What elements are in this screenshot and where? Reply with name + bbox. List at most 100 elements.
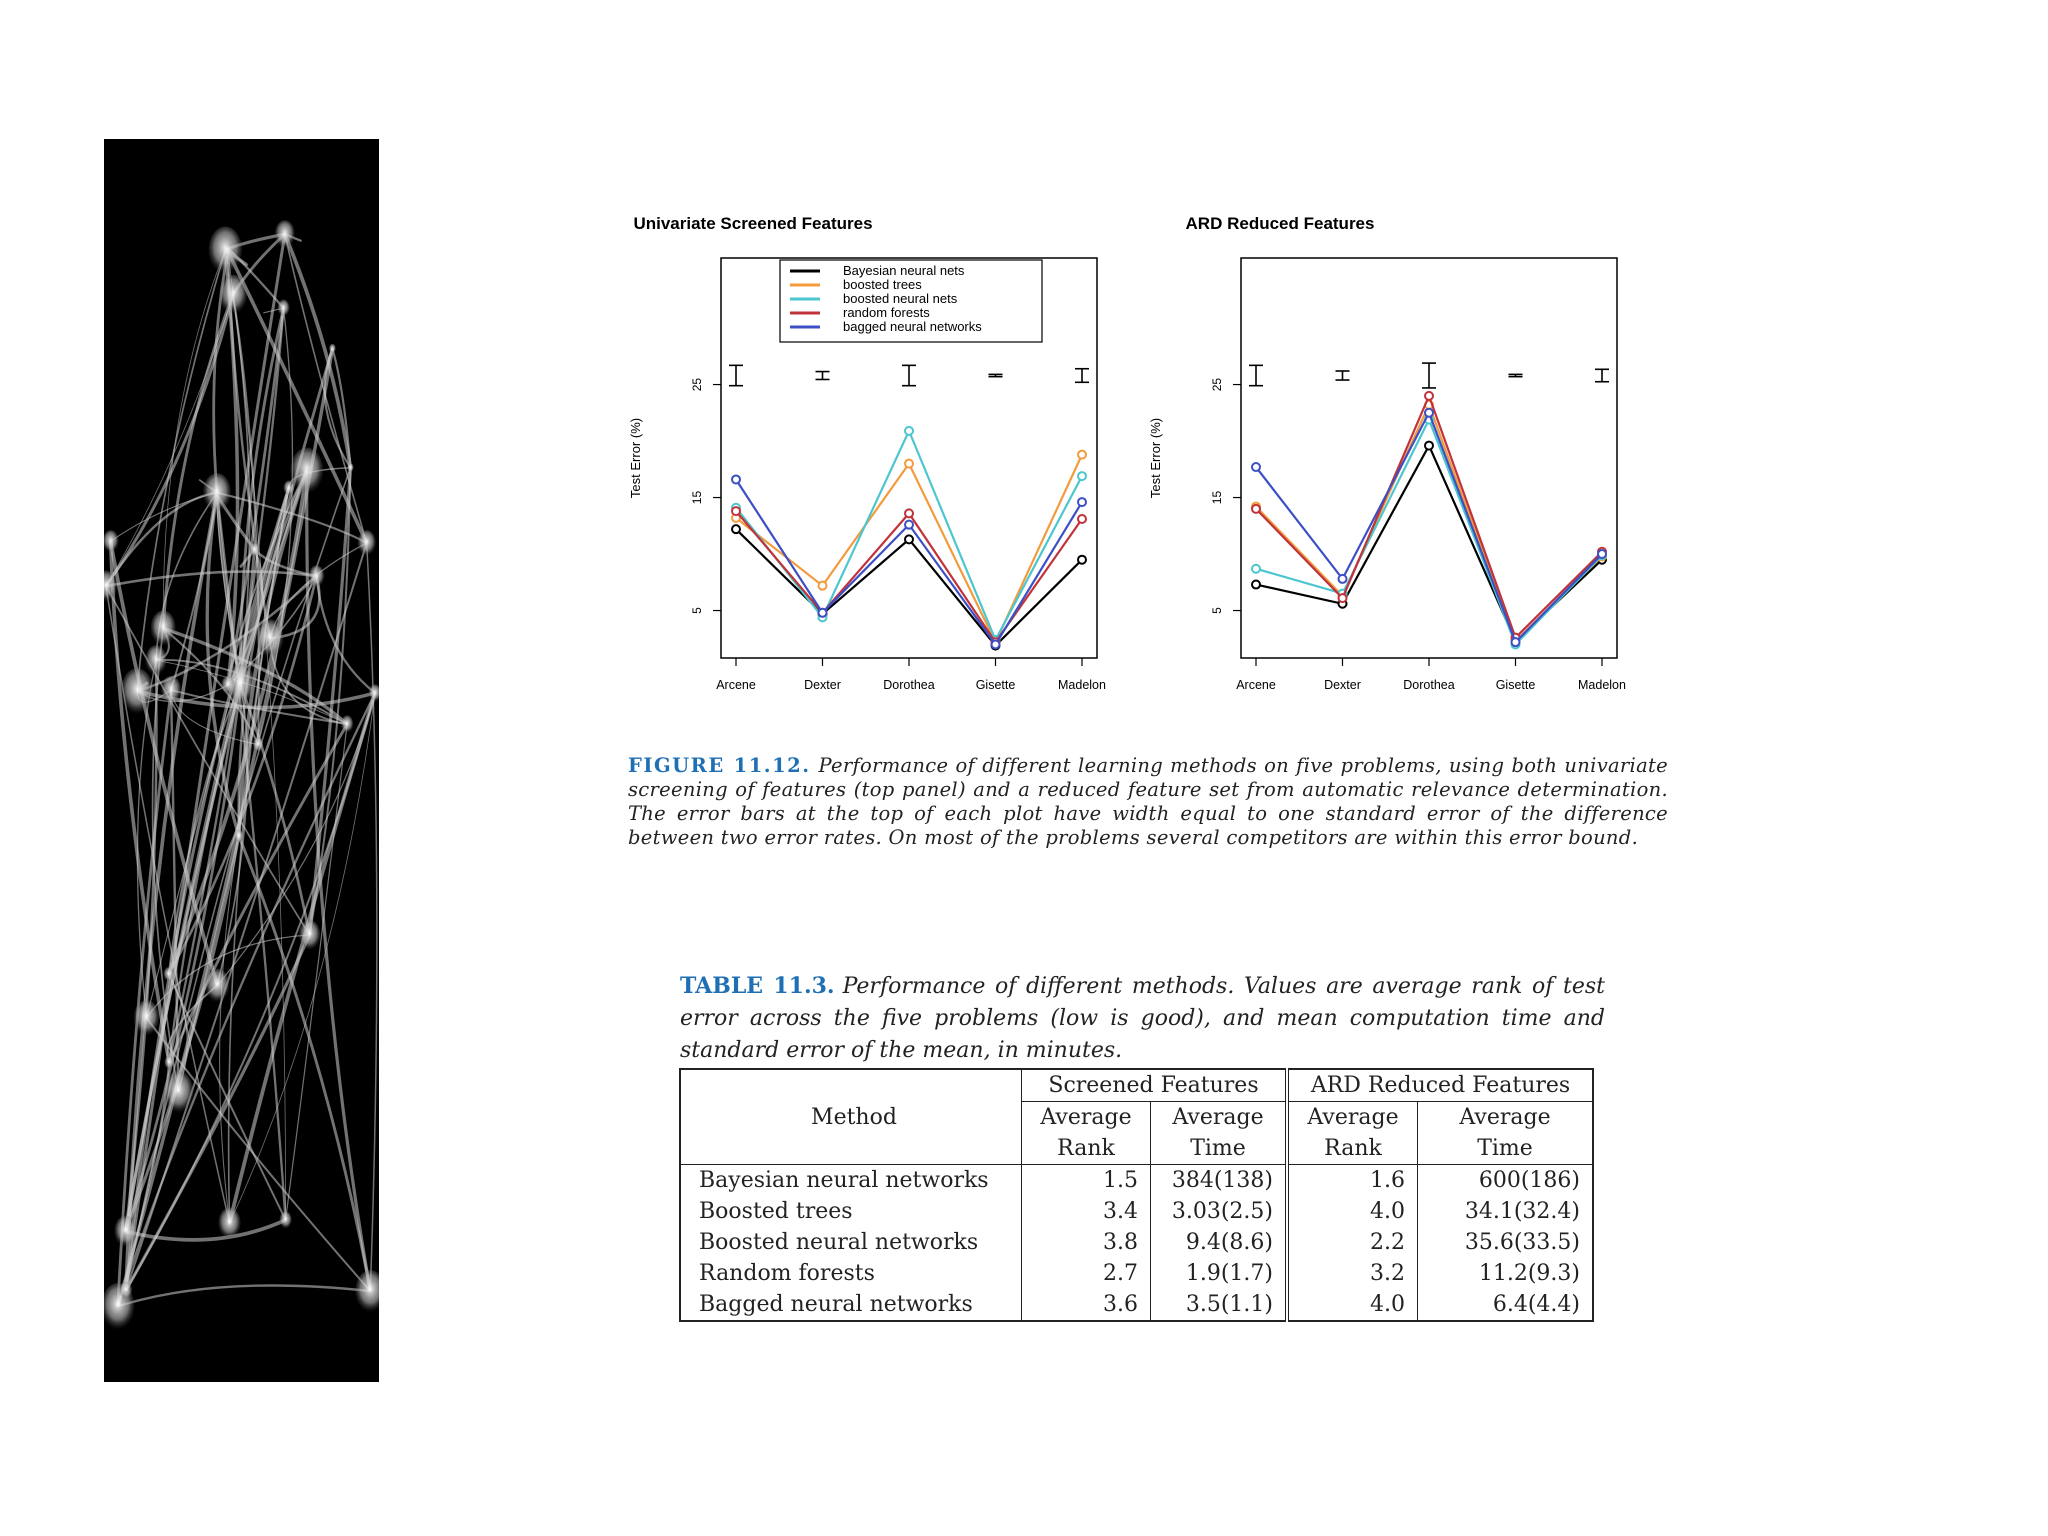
x-tick-label: Gisette: [976, 678, 1016, 692]
table-caption-text: Performance of different methods. Values…: [680, 974, 1605, 1063]
value-cell: 2.2: [1285, 1227, 1418, 1258]
data-point: [1251, 503, 1261, 514]
table-label: TABLE 11.3.: [680, 973, 835, 999]
subheader: Average: [1021, 1101, 1151, 1133]
table-row: Boosted trees 3.4 3.03(2.5) 4.0 34.1(32.…: [680, 1196, 1593, 1227]
method-cell: Boosted neural networks: [699, 1230, 979, 1255]
value-cell: 4.0: [1285, 1196, 1418, 1227]
method-cell: Bagged neural networks: [699, 1292, 973, 1317]
subheader: Average: [1417, 1101, 1593, 1133]
data-point: [731, 524, 741, 535]
data-point: [1077, 449, 1087, 460]
series-line: [735, 478, 1083, 647]
method-cell: Boosted trees: [699, 1199, 853, 1224]
method-cell: Random forests: [699, 1261, 875, 1286]
data-point: [1077, 554, 1087, 565]
x-tick-label: Arcene: [1236, 678, 1276, 692]
value-cell: 600(186): [1417, 1164, 1593, 1196]
legend-entry: boosted neural nets: [843, 291, 958, 306]
value-cell: 3.4: [1021, 1196, 1151, 1227]
data-point: [990, 639, 1001, 650]
series-line: [1255, 392, 1603, 640]
value-cell: 6.4(4.4): [1417, 1289, 1593, 1321]
y-tick-label: 25: [1210, 378, 1224, 392]
value-cell: 384(138): [1150, 1164, 1287, 1196]
value-cell: 3.03(2.5): [1150, 1196, 1287, 1227]
figure-caption: FIGURE 11.12. Performance of different le…: [628, 754, 1668, 850]
data-point: [904, 508, 914, 519]
chart-ard-features: 5 15 25 Test Error (%) Arcene Dexter Dorothea G…: [1148, 257, 1626, 692]
y-tick-label: 5: [1210, 607, 1224, 614]
table-row: Random forests 2.7 1.9(1.7) 3.2 11.2(9.3…: [680, 1258, 1593, 1289]
value-cell: 3.5(1.1): [1150, 1289, 1287, 1321]
data-point: [904, 458, 914, 469]
data-point: [1337, 593, 1348, 604]
legend-box: [779, 259, 1043, 343]
data-point: [1424, 440, 1434, 451]
subheader: Rank: [1285, 1133, 1418, 1165]
table-row: Boosted neural networks 3.8 9.4(8.6) 2.2…: [680, 1227, 1593, 1258]
data-point: [731, 474, 741, 485]
value-cell: 1.6: [1285, 1164, 1418, 1196]
x-tick-label: Gisette: [1496, 678, 1536, 692]
data-point: [1424, 390, 1434, 401]
x-tick-label: Dexter: [1324, 678, 1361, 692]
figure-caption-text: Performance of different learning method…: [628, 754, 1668, 849]
neuron-network-image: [104, 139, 379, 1382]
data-point: [1337, 573, 1348, 584]
value-cell: 2.7: [1021, 1258, 1151, 1289]
method-cell: Bayesian neural networks: [699, 1168, 989, 1193]
x-tick-label: Dorothea: [883, 678, 934, 692]
y-tick-label: 25: [690, 378, 704, 392]
figure-label: FIGURE 11.12.: [628, 754, 811, 777]
group-header-screened: Screened Features: [1021, 1069, 1287, 1102]
x-tick-label: Dorothea: [1403, 678, 1454, 692]
data-point: [1251, 462, 1261, 473]
value-cell: 34.1(32.4): [1417, 1196, 1593, 1227]
data-point: [1077, 471, 1087, 482]
legend-entry: Bayesian neural nets: [843, 263, 965, 278]
results-table: Method Screened Features ARD Reduced Fea…: [679, 1068, 1594, 1322]
plot-title-ard: ARD Reduced Features: [1185, 214, 1375, 233]
y-tick-label: 5: [690, 607, 704, 614]
value-cell: 1.9(1.7): [1150, 1258, 1287, 1289]
legend-entry: boosted trees: [843, 277, 922, 292]
chart-screened-features: 5 15 25 Test Error (%) Arcene Dexter Dorothea G…: [628, 257, 1106, 692]
series-line: [735, 454, 1083, 645]
subheader: Time: [1150, 1133, 1287, 1165]
data-point: [731, 506, 741, 517]
data-point: [1251, 579, 1261, 590]
value-cell: 3.8: [1021, 1227, 1151, 1258]
value-cell: 3.2: [1285, 1258, 1418, 1289]
table-caption: TABLE 11.3. Performance of different meth…: [680, 970, 1605, 1067]
subheader: Average: [1150, 1101, 1287, 1133]
x-tick-label: Dexter: [804, 678, 841, 692]
plot-title-screened: Univariate Screened Features: [633, 214, 873, 233]
value-cell: 9.4(8.6): [1150, 1227, 1287, 1258]
x-tick-label: Arcene: [716, 678, 756, 692]
y-tick-label: 15: [1210, 491, 1224, 505]
data-point: [817, 607, 828, 618]
x-tick-label: Madelon: [1058, 678, 1106, 692]
data-point: [1597, 549, 1607, 560]
data-point: [904, 425, 914, 436]
subheader: Average: [1285, 1101, 1418, 1133]
data-point: [1251, 563, 1261, 574]
y-axis-label: Test Error (%): [1148, 418, 1163, 498]
series-line: [1255, 443, 1603, 643]
subheader: Rank: [1021, 1133, 1151, 1165]
data-point: [1424, 407, 1434, 418]
data-point: [904, 519, 914, 530]
value-cell: 4.0: [1285, 1289, 1418, 1321]
value-cell: 11.2(9.3): [1417, 1258, 1593, 1289]
data-point: [904, 534, 914, 545]
series-line: [1255, 416, 1603, 647]
data-point: [817, 580, 828, 591]
y-tick-label: 15: [690, 491, 704, 505]
value-cell: 35.6(33.5): [1417, 1227, 1593, 1258]
y-axis-label: Test Error (%): [628, 418, 643, 498]
method-header: Method: [680, 1069, 1022, 1165]
data-point: [1077, 497, 1087, 508]
table-row: Bagged neural networks 3.6 3.5(1.1) 4.0 …: [680, 1289, 1593, 1321]
group-header-ard: ARD Reduced Features: [1285, 1069, 1593, 1102]
